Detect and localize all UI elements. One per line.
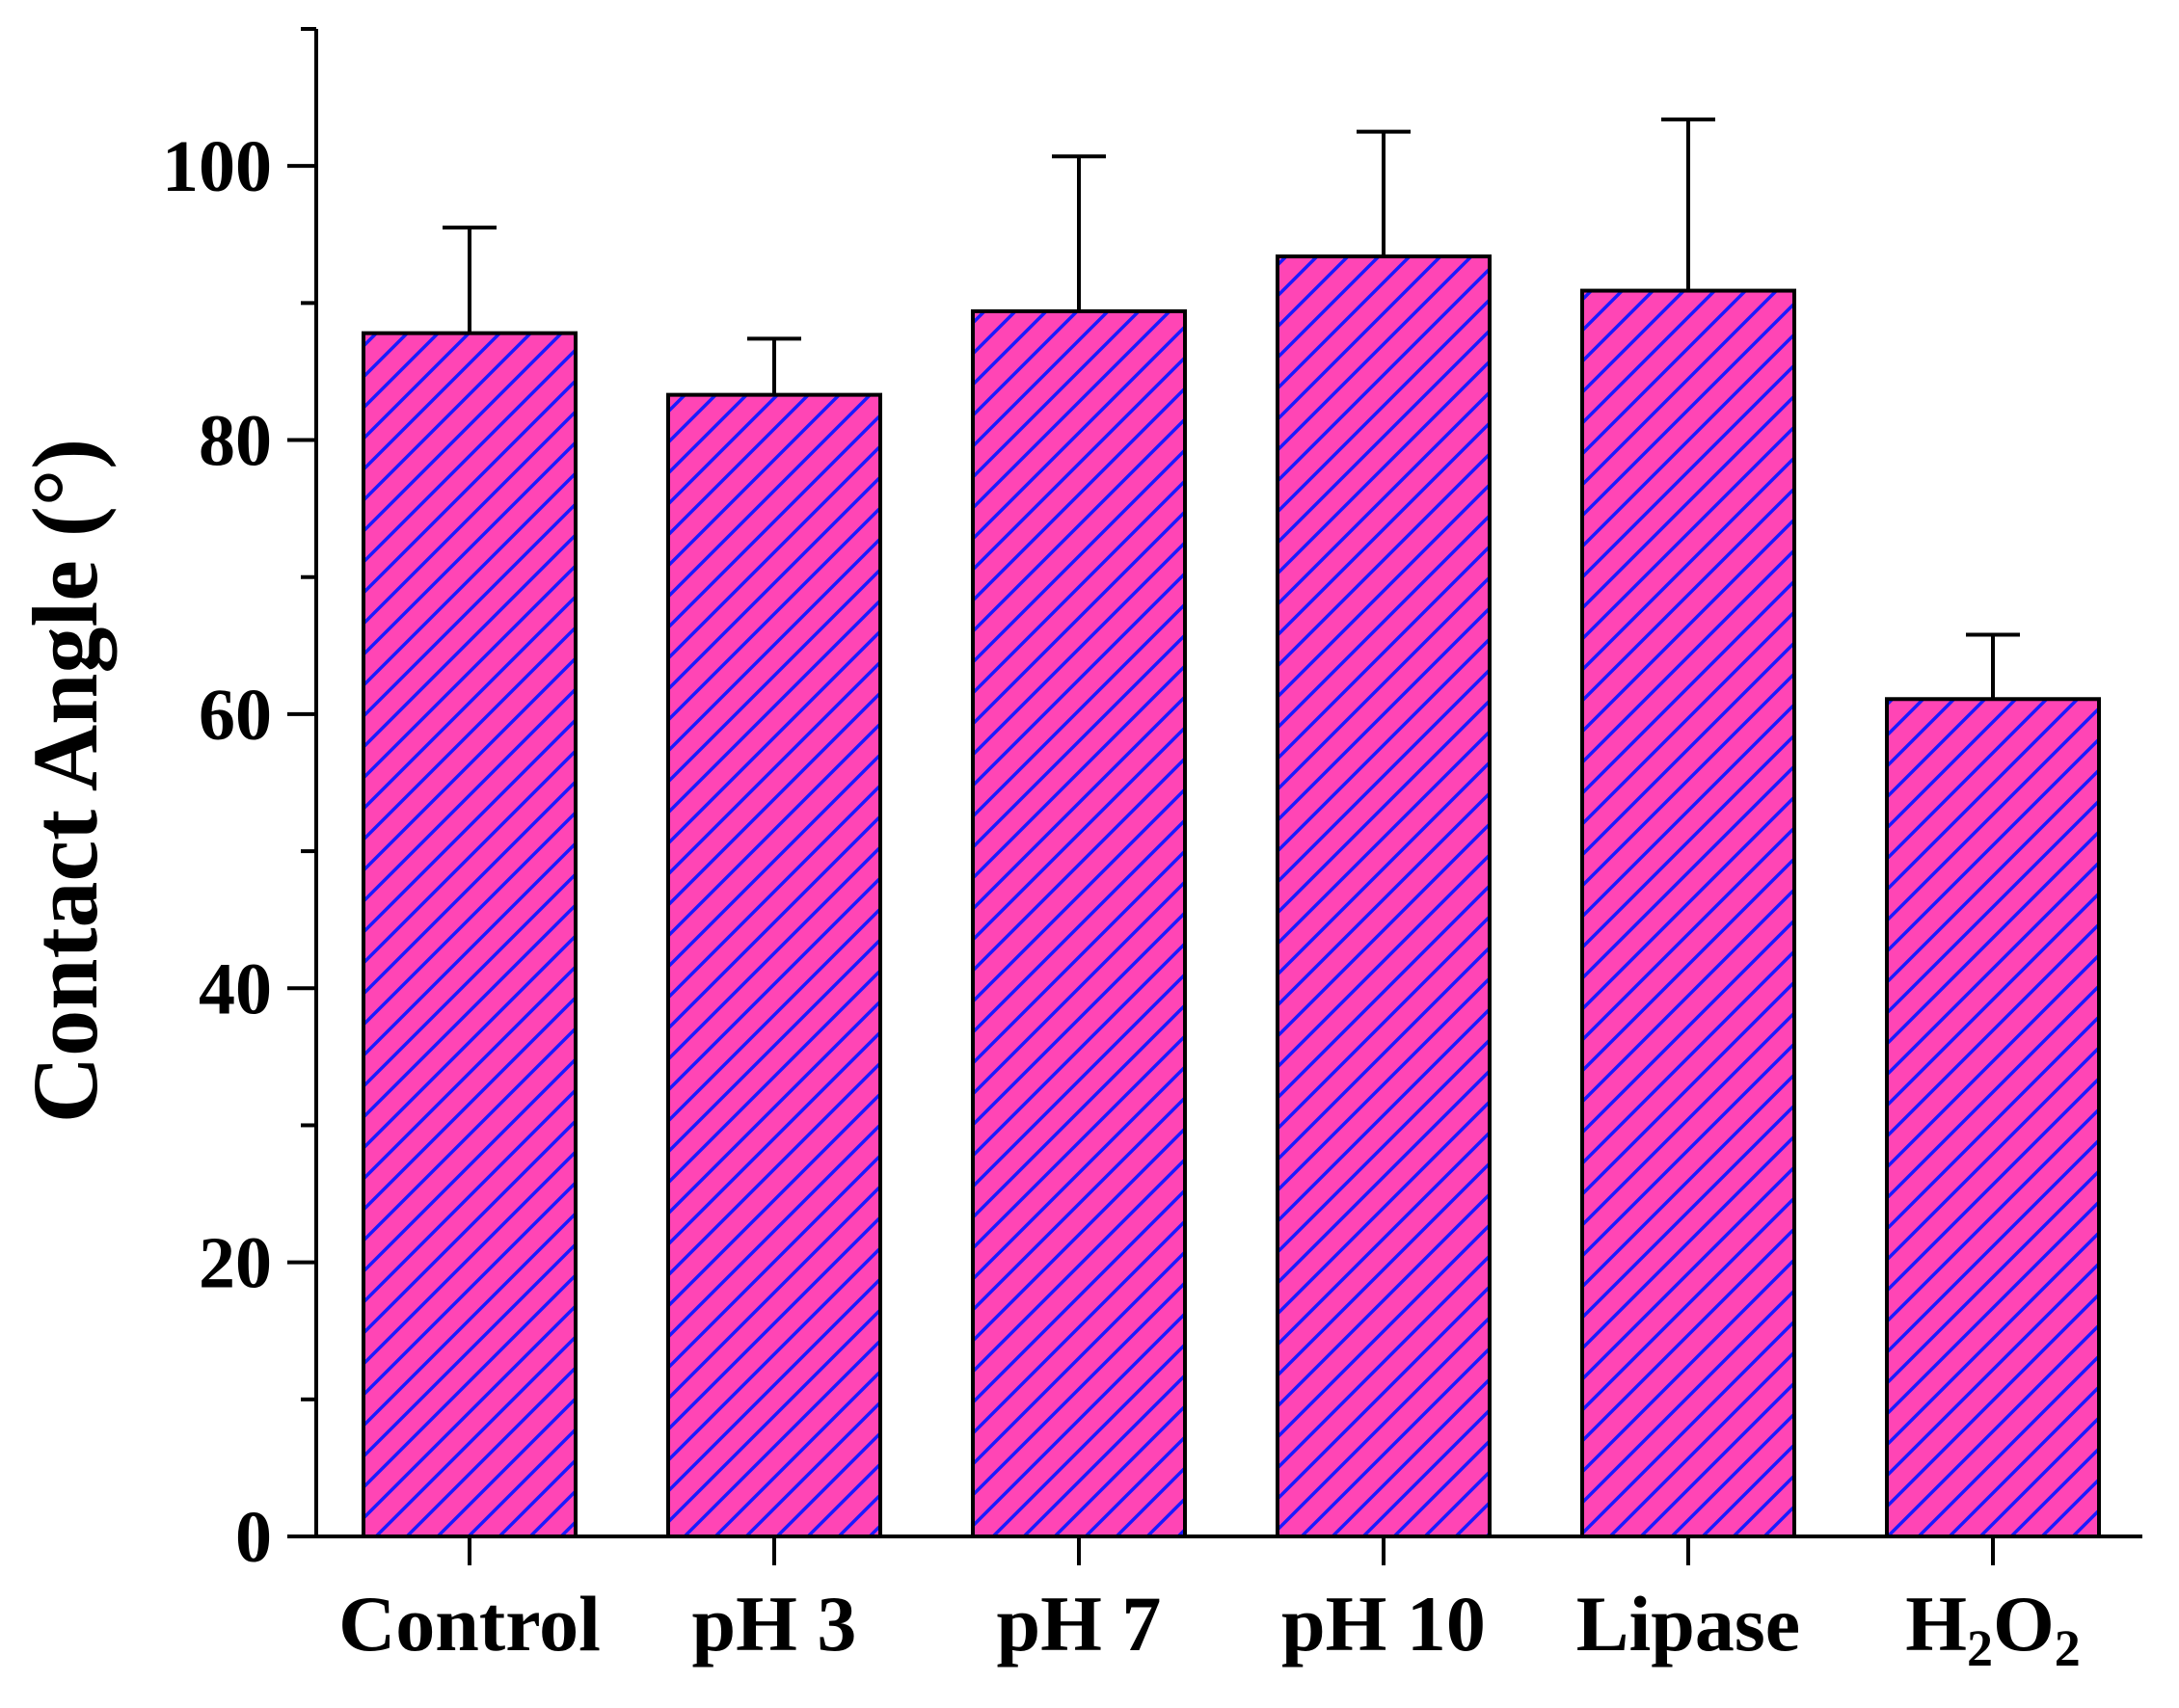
y-axis-title: Contact Angle (°): [13, 439, 117, 1123]
bar-0: [362, 331, 578, 1538]
error-bars-layer: [443, 117, 2020, 700]
x-tick-label-4: Lipase: [1576, 1580, 1800, 1668]
axes-layer: [287, 27, 2142, 1565]
y-tick-label: 80: [199, 401, 272, 482]
x-tick-label-5: H2O2: [1905, 1580, 2081, 1677]
bar-1: [666, 392, 882, 1538]
x-tick-label-3: pH 10: [1281, 1580, 1486, 1668]
x-tick-label-0: Control: [338, 1580, 601, 1668]
y-tick-label: 20: [199, 1223, 272, 1304]
x-tick-label-1: pH 3: [692, 1580, 857, 1668]
bars-layer: [362, 254, 2101, 1538]
bar-5: [1885, 697, 2101, 1538]
y-tick-label: 60: [199, 675, 272, 756]
y-tick-label: 0: [235, 1497, 272, 1578]
labels-layer: Control pH 3 pH 7 pH 10 Lipase H2O2 0 20 40 60 80 1…: [162, 126, 2081, 1677]
bar-2: [971, 308, 1187, 1538]
bar-4: [1580, 288, 1796, 1538]
bar-3: [1276, 254, 1492, 1538]
y-tick-label: 100: [162, 126, 272, 207]
y-tick-label: 40: [199, 948, 272, 1029]
x-tick-label-2: pH 7: [997, 1580, 1162, 1668]
